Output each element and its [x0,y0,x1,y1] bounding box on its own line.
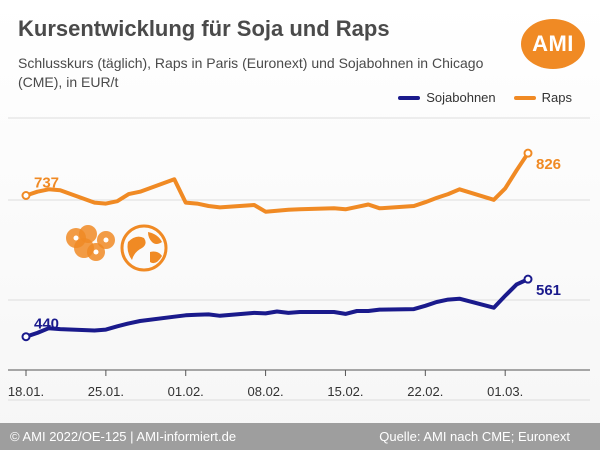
ami-logo: AMI [521,19,585,69]
globe-icon [120,224,168,272]
legend-label-raps: Raps [541,90,572,105]
x-tick-label: 18.01. [8,384,44,399]
chart-legend: Sojabohnen Raps [380,90,572,105]
x-tick-label: 22.02. [407,384,443,399]
series-start-point [21,191,31,201]
x-tick-label: 15.02. [327,384,363,399]
legend-item-raps: Raps [513,90,572,105]
legend-label-soja: Sojabohnen [426,90,496,105]
x-tick-label: 08.02. [248,384,284,399]
legend-item-soja: Sojabohnen [398,90,496,105]
x-tick-label: 01.03. [487,384,523,399]
data-label-end: 826 [536,156,561,173]
series-line-sojabohnen [24,277,530,339]
data-label-start: 440 [34,316,59,333]
x-tick-label: 01.02. [168,384,204,399]
data-label-end: 561 [536,282,561,299]
legend-swatch-raps [513,95,536,100]
chart-title: Kursentwicklung für Soja und Raps [18,16,390,41]
series-line-raps [24,151,530,214]
footer-bar: © AMI 2022/OE-125 | AMI-informiert.de Qu… [0,423,600,450]
data-label-start: 737 [34,175,59,192]
line-chart: 18.01. 25.01. 01.02. 08.02. 15.02. 22.02. 01.0… [8,117,590,401]
legend-swatch-soja [398,95,421,100]
flower-icon [66,225,115,261]
footer-source: Quelle: AMI nach CME; Euronext [379,429,570,444]
series-end-point [523,148,533,158]
decor-icons [66,224,168,272]
footer-copyright: © AMI 2022/OE-125 | AMI-informiert.de [10,429,237,444]
series-start-point [21,332,31,342]
chart-subtitle: Schlusskurs (täglich), Raps in Paris (Eu… [18,55,484,90]
series-end-point [523,274,533,284]
x-tick-label: 25.01. [88,384,124,399]
